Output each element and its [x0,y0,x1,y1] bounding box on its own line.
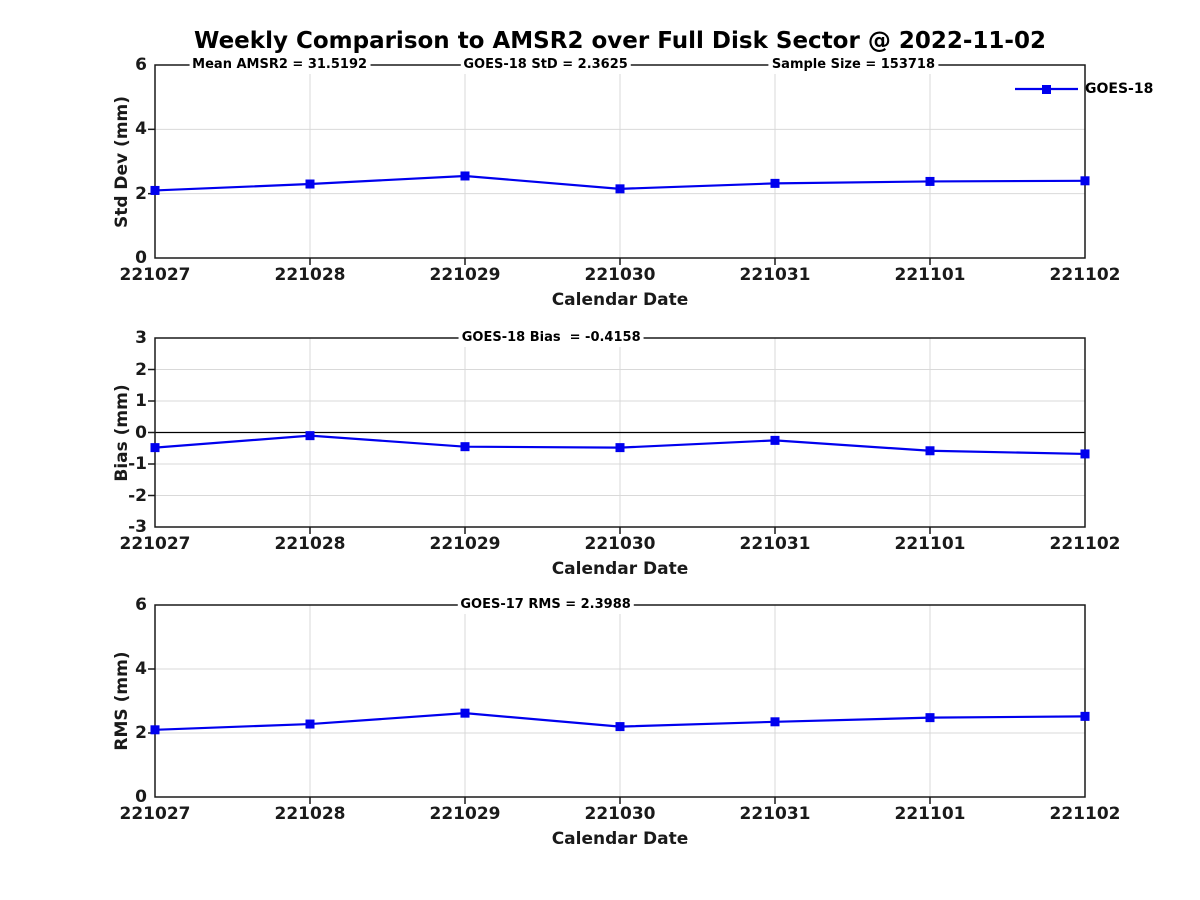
data-point-marker [150,443,160,453]
y-tick-label: 0 [135,248,147,268]
x-tick-label: 221031 [739,804,811,824]
x-tick-label: 221031 [739,265,811,285]
data-point-marker [305,431,315,441]
x-tick-label: 221028 [274,804,346,824]
data-point-marker [150,185,160,195]
x-tick-label: 221031 [739,534,811,554]
x-tick-label: 221027 [119,265,191,285]
data-point-marker [615,184,625,194]
data-point-marker [150,725,160,735]
legend-line-marker-icon [1015,85,1078,94]
data-point-marker [925,446,935,456]
x-tick-label: 221029 [429,804,501,824]
x-tick-label: 221101 [894,804,966,824]
data-point-marker [1080,176,1090,186]
y-tick-label: 4 [135,659,147,679]
x-tick-label: 221027 [119,534,191,554]
y-tick-label: -2 [128,485,147,506]
data-point-marker [1080,711,1090,721]
y-axis-label-rms: RMS (mm) [112,651,132,751]
data-point-marker [925,713,935,723]
data-point-marker [1080,449,1090,459]
y-tick-label: 0 [135,422,147,443]
x-axis-label-bias: Calendar Date [551,559,689,579]
y-tick-label: 3 [135,328,147,348]
figure-title: Weekly Comparison to AMSR2 over Full Dis… [194,28,1046,54]
y-axis-label-std-dev: Std Dev (mm) [112,95,132,228]
data-point-marker [305,179,315,189]
subplot-bias-axes [148,337,1090,534]
x-tick-label: 221029 [429,534,501,554]
y-tick-label: 1 [135,391,147,411]
x-tick-label: 221102 [1049,804,1121,824]
data-point-marker [770,178,780,188]
annotation: GOES-18 StD = 2.3625 [460,56,631,74]
x-tick-label: 221101 [894,534,966,554]
data-point-marker [925,176,935,186]
x-tick-label: 221030 [584,804,656,824]
x-tick-label: 221102 [1049,534,1121,554]
annotation: Sample Size = 153718 [768,56,939,74]
x-axis-label-std-dev: Calendar Date [551,290,689,310]
x-tick-label: 221030 [584,534,656,554]
data-point-marker [460,442,470,452]
x-tick-label: 221028 [274,534,346,554]
x-tick-label: 221030 [584,265,656,285]
x-tick-label: 221102 [1049,265,1121,285]
data-point-marker [460,171,470,181]
annotation: GOES-18 Bias = -0.4158 [458,329,644,347]
subplot-std-dev-axes [148,64,1090,265]
y-axis-label-bias: Bias (mm) [112,383,132,482]
x-tick-label: 221027 [119,804,191,824]
x-tick-label: 221101 [894,265,966,285]
data-point-marker [770,435,780,445]
data-point-marker [615,722,625,732]
data-point-marker [615,443,625,453]
y-tick-label: -3 [128,517,147,537]
data-point-marker [770,717,780,727]
x-axis-label-rms: Calendar Date [551,829,689,849]
legend-label: GOES-18 [1085,81,1154,97]
y-tick-label: 6 [135,595,147,615]
y-tick-label: 2 [135,359,147,380]
y-tick-label: -1 [128,454,147,474]
subplot-rms-axes [148,604,1090,804]
y-tick-label: 0 [135,787,147,807]
y-tick-label: 6 [135,55,147,75]
data-point-marker [305,719,315,729]
y-tick-label: 2 [135,723,147,743]
y-tick-label: 2 [135,183,147,204]
annotation: GOES-17 RMS = 2.3988 [457,596,634,614]
data-point-marker [460,708,470,718]
x-tick-label: 221029 [429,265,501,285]
legend: GOES-18 [1015,79,1153,99]
annotation: Mean AMSR2 = 31.5192 [189,56,371,74]
y-tick-label: 4 [135,119,147,140]
x-tick-label: 221028 [274,265,346,285]
